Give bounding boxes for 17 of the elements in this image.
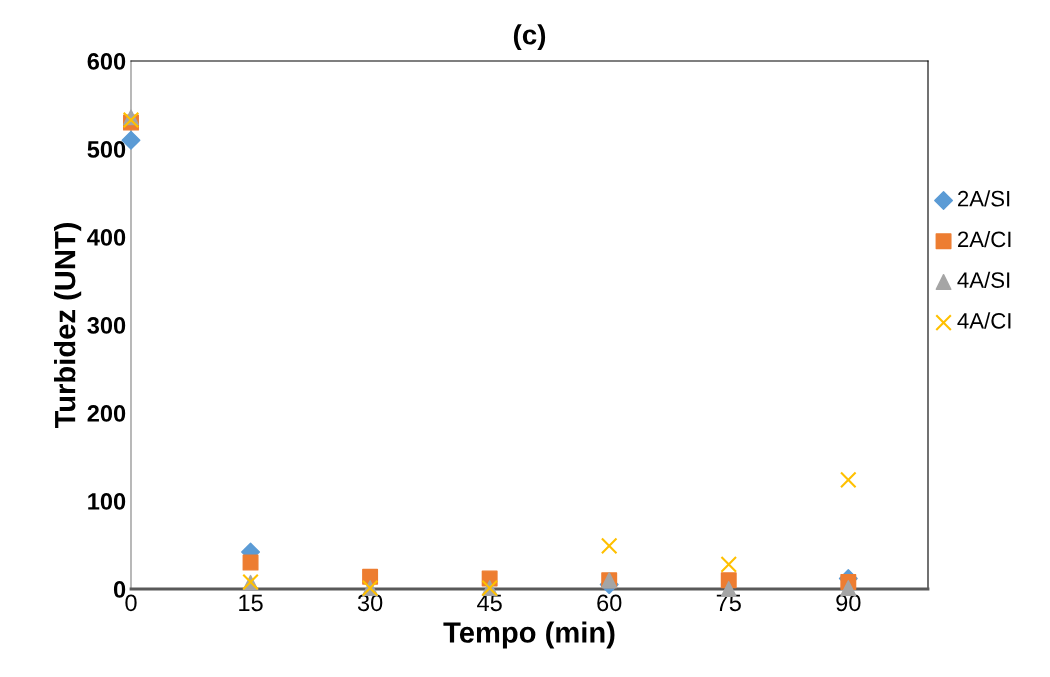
- x-tick-label: 0: [125, 594, 137, 612]
- x-tick-label: 60: [597, 594, 622, 612]
- legend-label: 2A/SI: [958, 190, 1010, 207]
- y-tick-label: 100: [88, 493, 126, 510]
- legend-label: 4A/CI: [957, 312, 1011, 329]
- y-axis-title: Turbidez (UNT): [54, 223, 82, 429]
- chart-title: (c): [513, 24, 546, 51]
- x-tick-label: 15: [239, 594, 263, 612]
- y-tick-label: 0: [113, 581, 126, 598]
- legend-label: 4A/SI: [957, 271, 1010, 288]
- y-tick-label: 400: [87, 229, 126, 246]
- y-tick-label: 300: [87, 317, 126, 334]
- y-tick-label: 500: [87, 141, 126, 158]
- x-axis-title: Tempo (min): [443, 621, 615, 649]
- y-tick-label: 200: [87, 405, 126, 422]
- legend-label: 2A/CI: [958, 230, 1011, 248]
- y-tick-label: 600: [87, 53, 126, 70]
